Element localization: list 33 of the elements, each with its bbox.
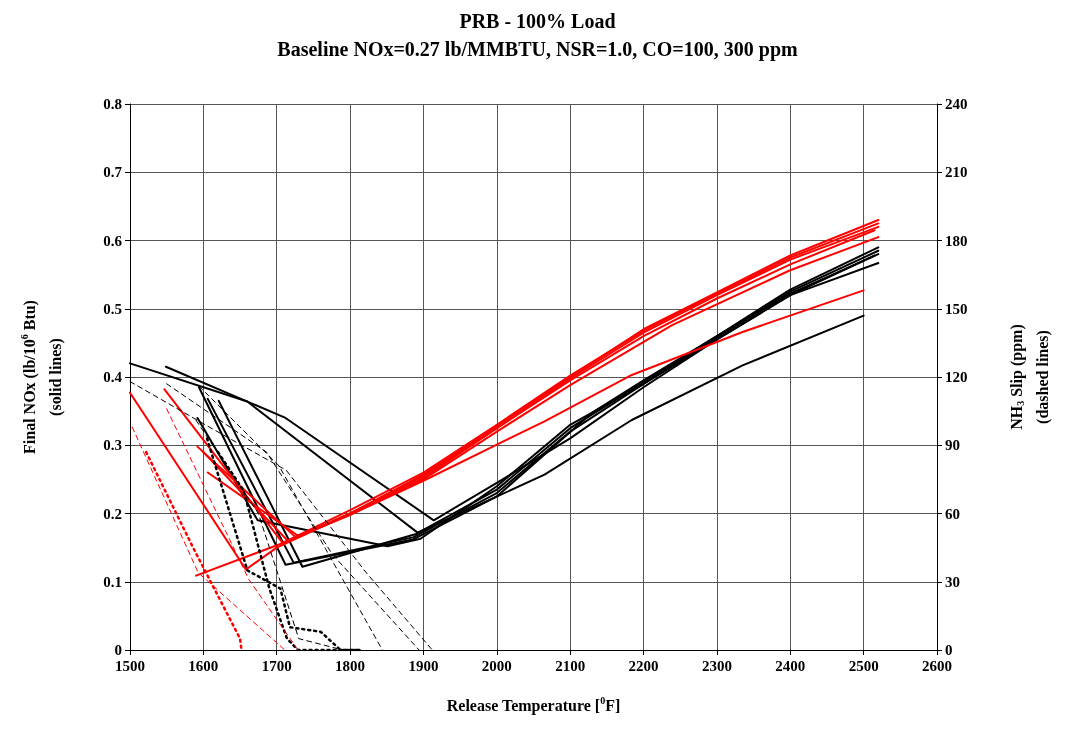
x-tick-label: 1900 <box>408 657 439 674</box>
y2-tick-label: 90 <box>945 437 960 454</box>
y-tick-label: 0.6 <box>103 232 123 249</box>
y-tick-label: 0.8 <box>103 96 122 112</box>
y-tick-label: 0.4 <box>103 369 123 385</box>
y2-tick-label: 240 <box>945 96 968 112</box>
x-tick-label: 2300 <box>701 657 732 674</box>
y2-tick-label: 150 <box>945 300 968 317</box>
y-axis-title: Final NOx (lb/106 Btu) (solid lines) <box>19 300 65 454</box>
x-tick-label: 1500 <box>115 657 145 674</box>
x-tick-label: 2500 <box>848 657 879 674</box>
chart-subtitle: Baseline NOx=0.27 lb/MMBTU, NSR=1.0, CO=100, 300 ppm <box>277 38 798 61</box>
x-tick-label: 2000 <box>481 657 512 674</box>
y2-tick-label: 0 <box>945 642 953 658</box>
x-tick-label: 1700 <box>261 657 292 674</box>
y2-tick-label: 30 <box>945 573 960 590</box>
y-tick-label: 0.7 <box>103 164 123 181</box>
y-tick-label: 0.1 <box>103 573 122 590</box>
y-tick-label: 0.2 <box>103 505 122 522</box>
x-tick-label: 1600 <box>188 657 219 674</box>
x-tick-label: 2200 <box>628 657 659 674</box>
x-tick-label: 2400 <box>775 657 806 674</box>
x-tick-label: 2600 <box>922 657 952 674</box>
chart-title: PRB - 100% Load <box>459 10 616 32</box>
y-tick-label: 0.3 <box>103 437 122 454</box>
y2-tick-label: 60 <box>945 505 960 522</box>
y2-tick-label: 210 <box>945 164 968 181</box>
y-tick-label: 0.5 <box>103 300 122 317</box>
y2-tick-label: 120 <box>945 369 968 385</box>
y2-tick-label: 180 <box>945 232 968 249</box>
x-tick-label: 1800 <box>335 657 366 674</box>
x-tick-label: 2100 <box>555 657 586 674</box>
y-tick-label: 0 <box>114 642 122 658</box>
